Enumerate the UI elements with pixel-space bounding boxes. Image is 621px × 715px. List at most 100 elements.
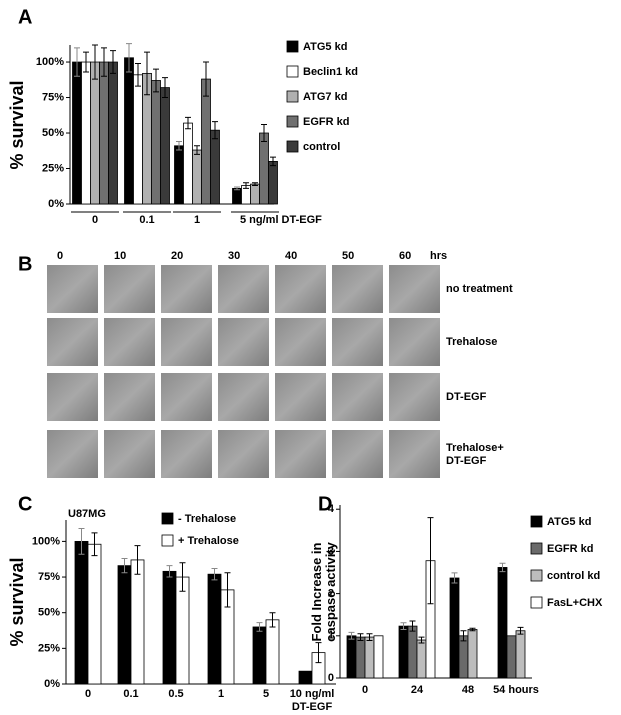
bar: [449, 577, 460, 679]
error-bar: [400, 622, 407, 630]
x-tick-label: 5 ng/ml DT-EGF: [240, 214, 322, 226]
micrograph: [389, 318, 440, 366]
micrograph: [47, 318, 98, 366]
bar: [497, 567, 508, 679]
row-label: DT-EGF: [446, 391, 487, 403]
legend-label: EGFR kd: [303, 116, 349, 128]
micrograph: [275, 373, 326, 421]
row-label: Trehalose: [446, 336, 497, 348]
error-bar: [460, 630, 467, 642]
error-bar: [83, 51, 89, 73]
bar: [133, 74, 143, 205]
x-tick-label: 48: [462, 684, 474, 696]
micrograph: [161, 373, 212, 421]
legend-label: + Trehalose: [178, 535, 239, 547]
bar: [259, 132, 269, 205]
error-bar: [78, 528, 85, 555]
error-bar: [224, 572, 231, 608]
time-label: 60: [399, 250, 411, 262]
panel-letter: B: [18, 253, 32, 275]
y-tick-label: 0: [328, 672, 334, 684]
legend-swatch: [161, 534, 174, 547]
y-tick-label: 75%: [38, 571, 60, 583]
error-bar: [499, 562, 506, 573]
error-bar: [451, 572, 458, 584]
error-bar: [212, 121, 218, 140]
legend-swatch: [286, 65, 299, 78]
bar: [298, 670, 313, 685]
bar: [373, 635, 384, 679]
bar: [210, 129, 220, 205]
legend-label: Beclin1 kd: [303, 66, 358, 78]
micrograph: [161, 318, 212, 366]
bar: [74, 540, 89, 685]
x-tick-label: 5: [263, 688, 269, 700]
error-bar: [74, 47, 80, 77]
micrograph: [104, 373, 155, 421]
x-tick-label: 0.5: [168, 688, 183, 700]
annotation: U87MG: [68, 508, 106, 520]
legend-swatch: [530, 596, 543, 609]
y-tick-label: 25%: [38, 642, 60, 654]
error-bar: [269, 612, 276, 628]
micrograph: [218, 430, 269, 478]
legend-swatch: [286, 115, 299, 128]
legend-label: EGFR kd: [547, 543, 593, 555]
y-axis-label: Fold Increase incaspase activity: [309, 541, 338, 642]
micrograph: [104, 318, 155, 366]
bar: [130, 559, 145, 685]
micrograph: [161, 430, 212, 478]
micrograph: [47, 265, 98, 313]
error-bar: [134, 545, 141, 575]
error-bar: [194, 145, 200, 155]
micrograph: [47, 373, 98, 421]
error-bar: [348, 631, 355, 640]
x-tick-label: 0: [92, 214, 98, 226]
error-bar: [203, 61, 209, 97]
error-bar: [176, 141, 182, 151]
error-bar: [110, 50, 116, 74]
micrograph: [104, 265, 155, 313]
micrograph: [332, 373, 383, 421]
error-bar: [234, 186, 240, 191]
y-tick-label: 25%: [42, 162, 64, 174]
error-bar: [91, 532, 98, 557]
error-bar: [162, 77, 168, 99]
error-bar: [261, 124, 267, 143]
panel-letter: D: [318, 493, 332, 515]
bar: [207, 573, 222, 685]
legend-swatch: [530, 569, 543, 582]
y-axis-label: % survival: [7, 557, 27, 646]
error-bar: [121, 558, 128, 574]
error-bar: [315, 642, 322, 664]
panel-letter: A: [18, 6, 32, 28]
micrograph: [161, 265, 212, 313]
error-bar: [469, 627, 476, 632]
micrograph: [332, 265, 383, 313]
y-tick-label: 4: [328, 503, 335, 515]
x-tick-label: 0.1: [123, 688, 138, 700]
y-tick-label: 0%: [48, 198, 64, 210]
legend-swatch: [530, 542, 543, 555]
time-label: 20: [171, 250, 183, 262]
row-label: Trehalose+ DT-EGF: [446, 442, 504, 467]
bar: [515, 630, 526, 679]
legend-label: ATG5 kd: [303, 41, 347, 53]
y-tick-label: 100%: [32, 535, 60, 547]
legend-swatch: [286, 90, 299, 103]
bar: [467, 629, 478, 679]
error-bar: [252, 182, 258, 187]
bar: [124, 57, 134, 205]
micrograph: [275, 265, 326, 313]
time-label: 10: [114, 250, 126, 262]
bar: [72, 61, 82, 205]
micrograph: [218, 318, 269, 366]
time-label: 40: [285, 250, 297, 262]
time-unit: hrs: [430, 250, 447, 262]
bar: [90, 61, 100, 205]
micrograph: [332, 430, 383, 478]
y-tick-label: 75%: [42, 91, 64, 103]
error-bar: [270, 156, 276, 167]
y-tick-label: 1: [328, 630, 334, 642]
bar: [398, 625, 409, 679]
